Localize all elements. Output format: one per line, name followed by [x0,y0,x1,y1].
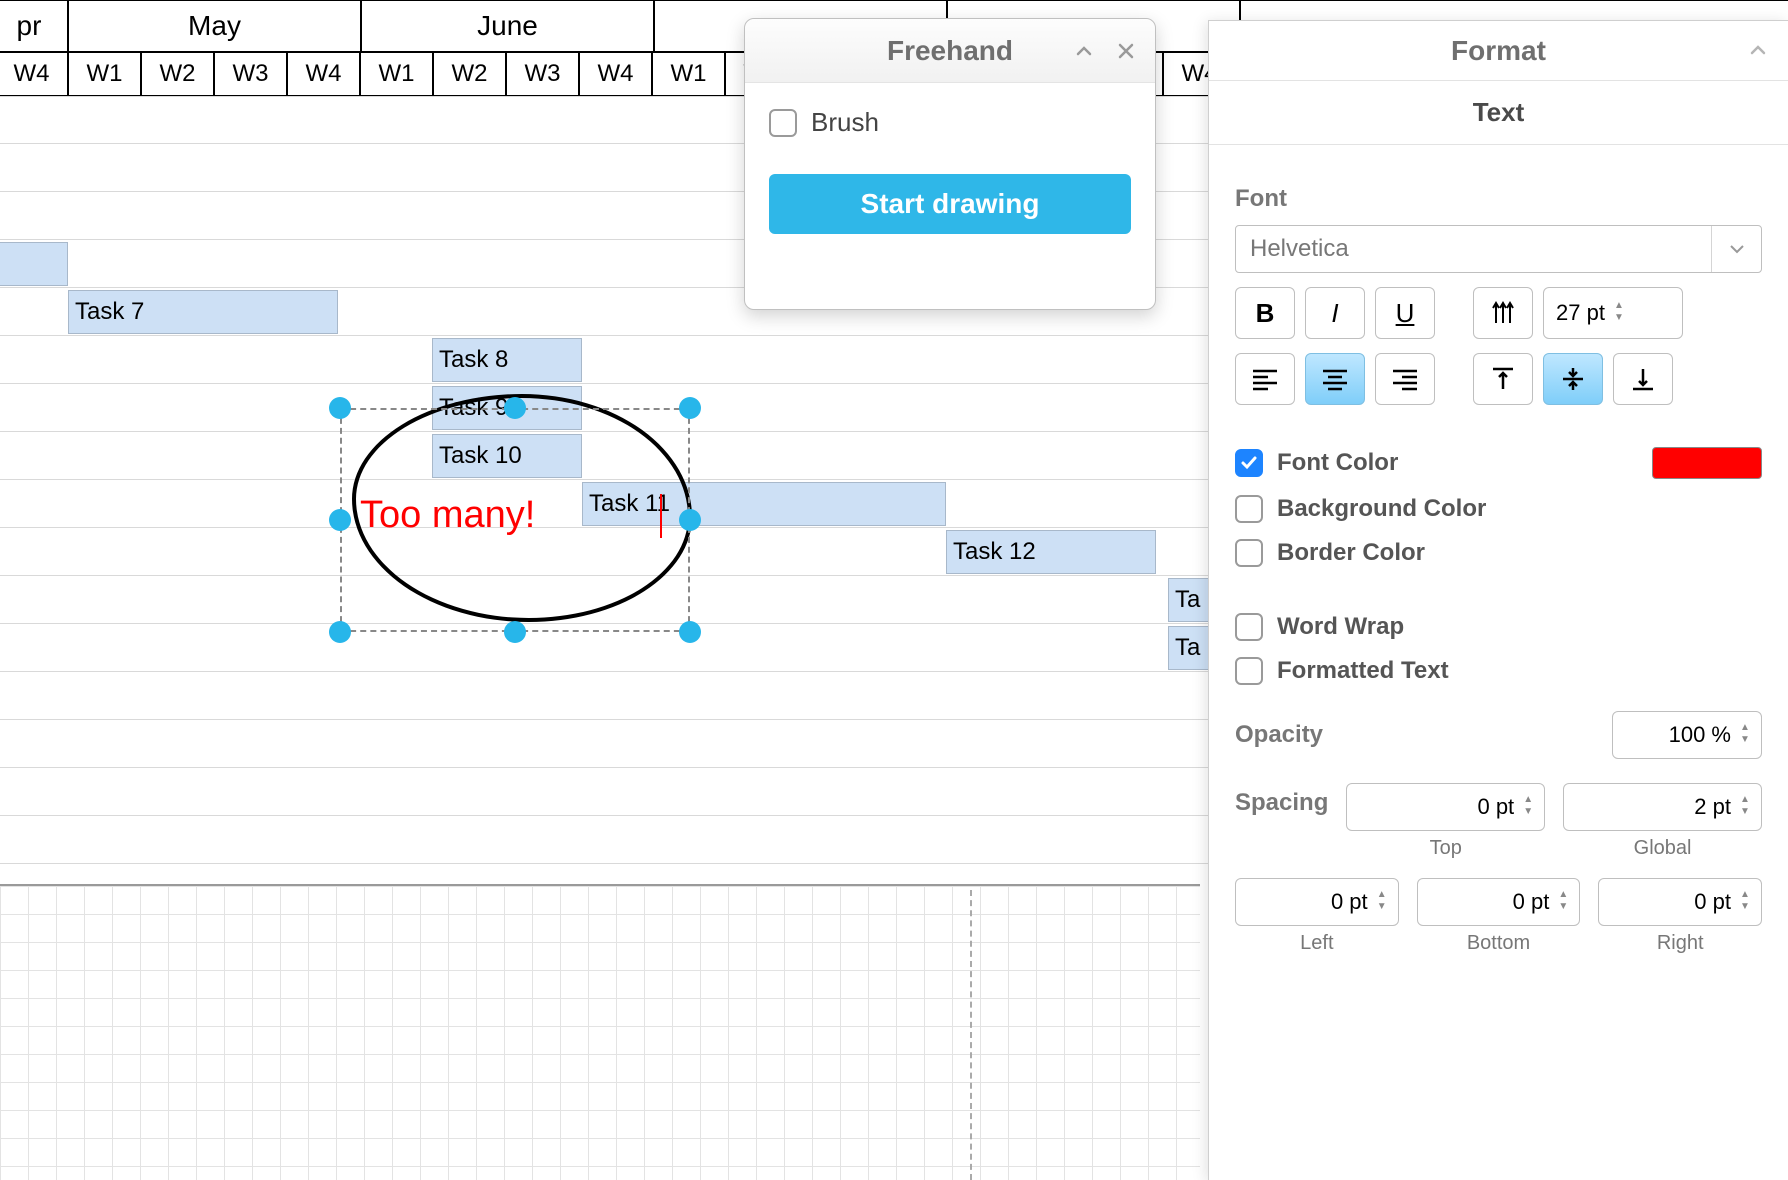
selection-handle[interactable] [679,397,701,419]
preview-grid [0,884,1200,1180]
formatted-text-row[interactable]: Formatted Text [1235,657,1762,685]
gantt-task[interactable] [0,242,68,286]
selection-handle[interactable] [679,509,701,531]
selection-handle[interactable] [329,397,351,419]
week-cell: W3 [214,52,287,96]
align-center-button[interactable] [1305,353,1365,405]
collapse-icon[interactable] [1748,35,1768,67]
brush-checkbox-row[interactable]: Brush [769,107,1131,138]
gantt-task[interactable]: Task 8 [432,338,582,382]
font-size-input[interactable]: 27 pt ▲▼ [1543,287,1683,339]
font-family-select[interactable]: Helvetica [1235,225,1762,273]
spacing-bottom-input[interactable]: 0 pt ▲▼ [1417,878,1581,926]
opacity-input[interactable]: 100 % ▲▼ [1612,711,1762,759]
valign-middle-button[interactable] [1543,353,1603,405]
font-color-swatch[interactable] [1652,447,1762,479]
format-panel: Format Text Font Helvetica B I U 27 pt ▲… [1208,20,1788,1180]
opacity-stepper[interactable]: ▲▼ [1737,723,1753,747]
collapse-icon[interactable] [1069,36,1099,66]
selection-handle[interactable] [504,621,526,643]
gantt-task[interactable]: Task 7 [68,290,338,334]
border-color-checkbox[interactable] [1235,539,1263,567]
selection-handle[interactable] [329,509,351,531]
freehand-panel-header[interactable]: Freehand [745,19,1155,83]
week-cell: W4 [0,52,68,96]
selection-handle[interactable] [504,397,526,419]
word-wrap-checkbox[interactable] [1235,613,1263,641]
spacing-right-input[interactable]: 0 pt ▲▼ [1598,878,1762,926]
spacing-global-input[interactable]: 2 pt ▲▼ [1563,783,1762,831]
font-section-label: Font [1235,185,1762,213]
spacing-label: Spacing [1235,789,1328,817]
week-cell: W1 [360,52,433,96]
month-cell: June [361,0,654,52]
week-cell: W2 [433,52,506,96]
background-color-checkbox[interactable] [1235,495,1263,523]
week-cell: W3 [506,52,579,96]
bold-button[interactable]: B [1235,287,1295,339]
formatted-text-checkbox[interactable] [1235,657,1263,685]
freehand-panel-title: Freehand [887,35,1013,67]
week-cell: W1 [68,52,141,96]
font-size-stepper[interactable]: ▲▼ [1611,301,1627,325]
font-color-checkbox[interactable] [1235,449,1263,477]
close-icon[interactable] [1111,36,1141,66]
week-cell: W2 [141,52,214,96]
selection-handle[interactable] [679,621,701,643]
valign-top-button[interactable] [1473,353,1533,405]
brush-checkbox[interactable] [769,109,797,137]
week-cell: W1 [652,52,725,96]
spacing-top-input[interactable]: 0 pt ▲▼ [1346,783,1545,831]
start-drawing-button[interactable]: Start drawing [769,174,1131,234]
align-left-button[interactable] [1235,353,1295,405]
week-cell: W4 [579,52,652,96]
week-cell: W4 [287,52,360,96]
format-panel-title: Format [1451,35,1546,67]
text-cursor [660,494,662,538]
spacing-left-input[interactable]: 0 pt ▲▼ [1235,878,1399,926]
gantt-task[interactable]: Task 12 [946,530,1156,574]
chevron-down-icon [1711,226,1761,272]
italic-button[interactable]: I [1305,287,1365,339]
preview-guideline [970,890,972,1180]
valign-bottom-button[interactable] [1613,353,1673,405]
opacity-label: Opacity [1235,721,1323,749]
month-cell: May [68,0,361,52]
brush-label: Brush [811,107,879,138]
format-tab-text[interactable]: Text [1209,81,1788,145]
word-wrap-row[interactable]: Word Wrap [1235,613,1762,641]
selection-handle[interactable] [329,621,351,643]
underline-button[interactable]: U [1375,287,1435,339]
annotation-text[interactable]: Too many! [360,494,535,537]
font-color-row[interactable]: Font Color [1235,447,1762,479]
vertical-text-button[interactable] [1473,287,1533,339]
freehand-panel: Freehand Brush Start drawing [744,18,1156,310]
border-color-row[interactable]: Border Color [1235,539,1762,567]
month-cell: pr [0,0,68,52]
format-panel-header[interactable]: Format [1209,21,1788,81]
background-color-row[interactable]: Background Color [1235,495,1762,523]
align-right-button[interactable] [1375,353,1435,405]
